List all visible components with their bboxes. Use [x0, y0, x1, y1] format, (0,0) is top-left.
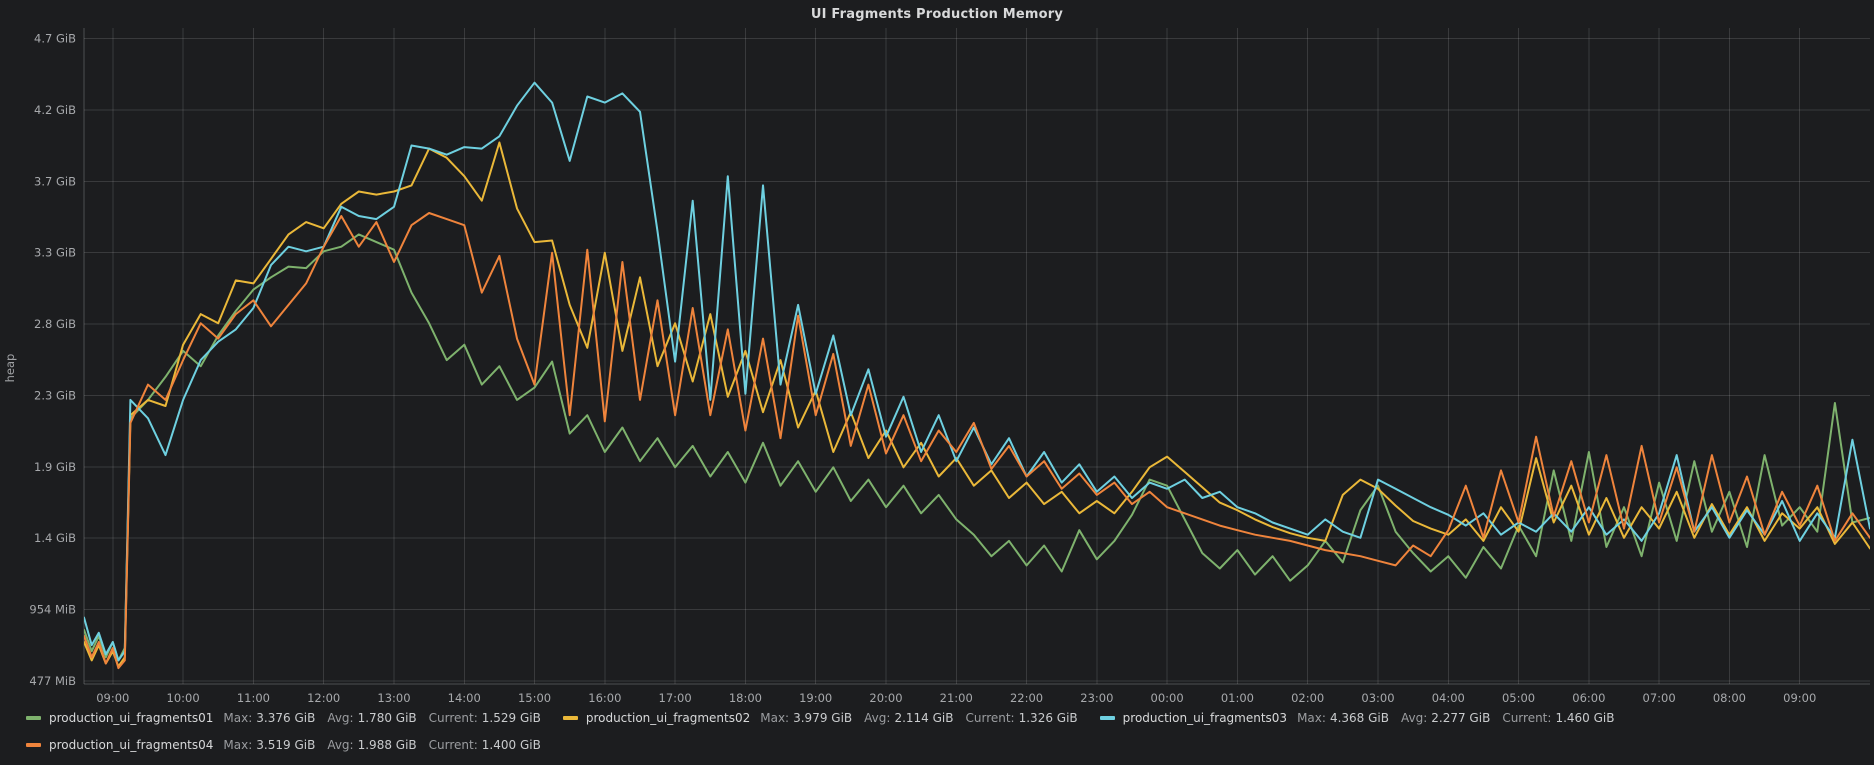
series-line-production_ui_fragments02 [84, 141, 1870, 668]
legend-item-production_ui_fragments01: production_ui_fragments01 Max: 3.376 GiB Av… [26, 711, 553, 725]
legend-stat-value: 3.376 GiB [256, 711, 316, 725]
x-tick-label: 06:00 [1572, 691, 1605, 705]
legend-stat-current: Current: 1.326 GiB [965, 711, 1077, 725]
x-tick-label: 17:00 [659, 691, 692, 705]
x-tick-label: 21:00 [940, 691, 973, 705]
panel-title[interactable]: UI Fragments Production Memory [810, 7, 1064, 22]
legend-swatch-icon [1099, 716, 1115, 720]
legend-stat-avg: Avg: 1.988 GiB [327, 738, 416, 752]
legend-swatch-icon [26, 716, 41, 720]
x-tick-label: 15:00 [518, 691, 551, 705]
x-tick-label: 08:00 [1713, 691, 1746, 705]
y-axis-title: heap [3, 354, 17, 383]
legend-stat-value: 2.277 GiB [1431, 711, 1491, 725]
x-tick-label: 00:00 [1151, 691, 1184, 705]
memory-time-series-chart[interactable]: 477 MiB 954 MiB 1.4 GiB 1.9 GiB 2.3 GiB 2.8 G… [0, 0, 1874, 706]
legend-series-name[interactable]: production_ui_fragments01 [49, 711, 214, 725]
legend-stat-label: Current: [428, 711, 478, 725]
x-tick-label: 02:00 [1291, 691, 1324, 705]
x-tick-label: 12:00 [307, 691, 340, 705]
legend-swatch-icon [26, 743, 41, 747]
legend-stat-label: Current: [965, 711, 1015, 725]
x-tick-label: 23:00 [1080, 691, 1113, 705]
x-tick-label: 19:00 [799, 691, 832, 705]
x-tick-label: 09:00 [1783, 691, 1816, 705]
legend-row-1: production_ui_fragments01 Max: 3.376 GiB Av… [26, 706, 1864, 730]
legend-stat-label: Max: [760, 711, 790, 725]
legend-item-production_ui_fragments04: production_ui_fragments04 Max: 3.519 GiB Av… [26, 738, 553, 752]
legend-stat-avg: Avg: 2.277 GiB [1401, 711, 1490, 725]
y-tick-label: 2.8 GiB [34, 317, 76, 331]
series-lines [84, 81, 1870, 670]
y-tick-label: 1.4 GiB [34, 531, 76, 545]
x-tick-label: 10:00 [167, 691, 200, 705]
legend-item-production_ui_fragments03: production_ui_fragments03 Max: 4.368 GiB Av… [1099, 711, 1627, 725]
y-tick-label: 477 MiB [29, 674, 76, 688]
legend-stat-avg: Avg: 1.780 GiB [327, 711, 416, 725]
x-tick-label: 01:00 [1221, 691, 1254, 705]
legend: production_ui_fragments01 Max: 3.376 GiB Av… [26, 706, 1864, 757]
x-tick-label: 03:00 [1361, 691, 1394, 705]
x-tick-label: 20:00 [869, 691, 902, 705]
x-tick-label: 13:00 [377, 691, 410, 705]
legend-item-production_ui_fragments02: production_ui_fragments02 Max: 3.979 GiB Av… [562, 711, 1090, 725]
legend-stat-label: Current: [1502, 711, 1552, 725]
legend-stat-max: Max: 3.376 GiB [223, 711, 315, 725]
legend-stat-value: 1.400 GiB [481, 738, 541, 752]
legend-stat-value: 2.114 GiB [894, 711, 954, 725]
y-tick-label: 954 MiB [29, 603, 76, 617]
y-tick-label: 4.2 GiB [34, 103, 76, 117]
series-line-production_ui_fragments04 [84, 212, 1870, 670]
legend-series-name[interactable]: production_ui_fragments04 [49, 738, 214, 752]
legend-row-2: production_ui_fragments04 Max: 3.519 GiB Av… [26, 733, 1864, 757]
legend-series-name[interactable]: production_ui_fragments03 [1122, 711, 1288, 725]
x-tick-label: 18:00 [729, 691, 762, 705]
legend-stat-value: 1.326 GiB [1018, 711, 1078, 725]
legend-stat-label: Max: [223, 711, 253, 725]
legend-stat-label: Max: [223, 738, 253, 752]
x-tick-label: 07:00 [1643, 691, 1676, 705]
legend-stat-current: Current: 1.529 GiB [429, 711, 541, 725]
y-tick-label: 1.9 GiB [34, 460, 76, 474]
legend-stat-value: 1.460 GiB [1555, 711, 1615, 725]
y-tick-label: 3.7 GiB [34, 174, 76, 188]
legend-stat-value: 1.780 GiB [357, 711, 417, 725]
y-tick-label: 3.3 GiB [34, 246, 76, 260]
legend-stat-current: Current: 1.460 GiB [1502, 711, 1614, 725]
x-tick-label: 22:00 [1010, 691, 1043, 705]
legend-stat-label: Current: [428, 738, 478, 752]
y-tick-label: 2.3 GiB [34, 388, 76, 402]
legend-stat-current: Current: 1.400 GiB [429, 738, 541, 752]
x-tick-label: 11:00 [237, 691, 270, 705]
legend-series-name[interactable]: production_ui_fragments02 [585, 711, 751, 725]
x-tick-label: 04:00 [1432, 691, 1465, 705]
y-tick-label: 4.7 GiB [34, 32, 76, 46]
x-tick-label: 16:00 [588, 691, 621, 705]
series-line-production_ui_fragments03 [84, 81, 1870, 662]
legend-stat-label: Avg: [1400, 711, 1428, 725]
legend-stat-value: 3.979 GiB [793, 711, 853, 725]
legend-stat-label: Avg: [864, 711, 891, 725]
legend-swatch-icon [562, 716, 578, 720]
x-tick-label: 09:00 [96, 691, 129, 705]
x-tick-label: 05:00 [1502, 691, 1535, 705]
legend-stat-max: Max: 3.519 GiB [223, 738, 315, 752]
legend-stat-label: Avg: [327, 738, 354, 752]
legend-stat-value: 3.519 GiB [256, 738, 316, 752]
legend-stat-avg: Avg: 2.114 GiB [864, 711, 953, 725]
legend-stat-value: 4.368 GiB [1329, 711, 1389, 725]
x-tick-label: 14:00 [448, 691, 481, 705]
legend-stat-value: 1.988 GiB [357, 738, 417, 752]
legend-stat-label: Avg: [327, 711, 354, 725]
legend-stat-max: Max: 3.979 GiB [760, 711, 852, 725]
legend-stat-value: 1.529 GiB [481, 711, 541, 725]
legend-stat-label: Max: [1297, 711, 1326, 725]
legend-stat-max: Max: 4.368 GiB [1297, 711, 1389, 725]
series-line-production_ui_fragments01 [84, 233, 1870, 662]
